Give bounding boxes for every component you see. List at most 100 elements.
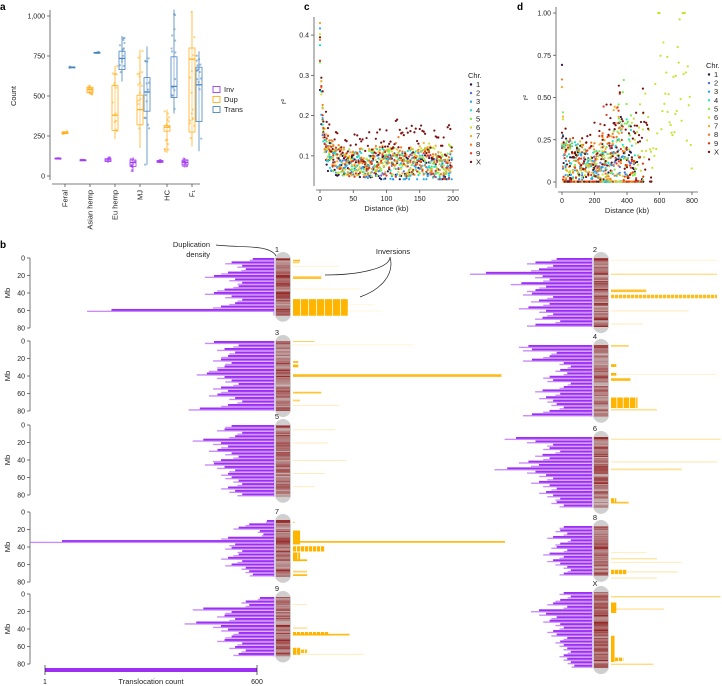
data-point-chr-8 xyxy=(396,160,399,163)
duplication-band xyxy=(594,409,608,411)
data-point-chr-4 xyxy=(633,154,636,157)
duplication-band xyxy=(276,632,290,633)
y-tick-label: 0.1 xyxy=(299,153,309,160)
duplication-band xyxy=(594,439,608,441)
data-point-chr-7 xyxy=(617,115,620,118)
duplication-band xyxy=(276,555,290,557)
duplication-band xyxy=(594,261,608,263)
duplication-band xyxy=(594,380,608,382)
translocation-bar-light xyxy=(567,384,592,386)
data-point xyxy=(163,148,166,151)
legend-key-chr-3 xyxy=(469,100,473,103)
translocation-bar-light xyxy=(208,370,274,373)
translocation-bar-light xyxy=(229,545,274,547)
duplication-band xyxy=(594,470,608,472)
translocation-bar xyxy=(242,431,274,434)
duplication-band xyxy=(276,291,290,293)
translocation-bar-light xyxy=(504,438,592,441)
data-point xyxy=(137,99,140,102)
inversion-block xyxy=(617,397,623,408)
duplication-band xyxy=(276,446,290,448)
data-point-chr-9 xyxy=(354,172,358,175)
inversion-line xyxy=(293,570,308,573)
translocation-bar xyxy=(263,533,274,536)
duplication-band xyxy=(594,411,608,412)
data-point-chr-9 xyxy=(404,154,407,158)
translocation-bar-light xyxy=(555,624,592,627)
data-point-chr-1 xyxy=(564,137,568,140)
data-point-chr-X xyxy=(640,136,644,139)
data-point-chr-X xyxy=(393,143,396,146)
duplication-band xyxy=(594,656,608,658)
duplication-band xyxy=(594,650,608,652)
duplication-band xyxy=(276,535,290,537)
data-point-chr-X xyxy=(318,36,322,39)
data-point-chr-8 xyxy=(410,154,413,157)
inversion-line xyxy=(293,473,325,474)
translocation-bar-light xyxy=(225,565,274,567)
data-point-chr-4 xyxy=(570,162,573,165)
translocation-bar-light xyxy=(225,612,274,615)
data-point-chr-8 xyxy=(358,147,361,151)
translocation-bar xyxy=(507,467,592,470)
duplication-band xyxy=(276,425,290,426)
duplication-band xyxy=(594,602,608,604)
duplication-band xyxy=(594,495,608,497)
duplication-band xyxy=(594,611,608,613)
data-point-chr-4 xyxy=(446,164,449,167)
data-point xyxy=(57,157,60,160)
data-point-chr-X xyxy=(341,151,344,154)
duplication-band xyxy=(276,394,290,396)
duplication-band xyxy=(594,563,608,565)
translocation-bar xyxy=(563,362,592,364)
inversion-block xyxy=(611,569,615,575)
translocation-bar-light xyxy=(229,491,274,493)
data-point-chr-X xyxy=(586,135,589,138)
data-point-chr-7 xyxy=(584,170,588,173)
data-point xyxy=(190,112,193,115)
translocation-bar xyxy=(542,389,592,392)
translocation-bar-light xyxy=(531,611,592,613)
annotation-duplication-line1: Duplication xyxy=(173,240,210,249)
translocation-bar xyxy=(217,369,274,371)
duplication-band xyxy=(276,471,290,473)
duplication-band xyxy=(276,438,290,440)
data-point-chr-9 xyxy=(632,159,635,163)
data-point-chr-8 xyxy=(405,172,408,176)
data-point-chr-X xyxy=(417,142,420,145)
data-point xyxy=(136,73,139,76)
data-point xyxy=(143,59,147,63)
data-point-chr-5 xyxy=(622,78,625,82)
data-point-chr-6 xyxy=(603,156,606,160)
duplication-band xyxy=(276,406,290,408)
duplication-band xyxy=(594,500,608,501)
data-point-chr-3 xyxy=(618,171,621,174)
duplication-band xyxy=(594,506,608,508)
data-point xyxy=(139,97,142,101)
translocation-bar-light xyxy=(531,270,592,272)
translocation-bar-light xyxy=(526,472,592,474)
data-point-chr-X xyxy=(621,120,624,123)
translocation-bar xyxy=(231,611,274,613)
data-point-chr-6 xyxy=(413,153,416,156)
inversion-block xyxy=(679,294,683,299)
data-point xyxy=(130,170,133,173)
data-point-chr-8 xyxy=(378,146,381,149)
duplication-band xyxy=(276,651,290,653)
inversion-block xyxy=(643,294,647,299)
data-point-chr-9 xyxy=(638,155,642,159)
duplication-band xyxy=(594,482,608,483)
translocation-bar xyxy=(553,379,592,382)
data-point-chr-X xyxy=(578,173,581,176)
data-point-chr-X xyxy=(415,139,419,143)
data-point-chr-6 xyxy=(388,152,391,155)
data-point-chr-6 xyxy=(690,167,693,170)
legend-key-chr-7 xyxy=(469,134,473,138)
translocation-bar-light xyxy=(543,377,592,379)
translocation-bar-light xyxy=(257,598,274,601)
data-point-chr-9 xyxy=(564,150,567,153)
y-tick-label: 40 xyxy=(17,458,25,465)
duplication-band xyxy=(594,365,608,367)
inversion-block xyxy=(611,294,615,299)
translocation-bar xyxy=(203,438,274,441)
